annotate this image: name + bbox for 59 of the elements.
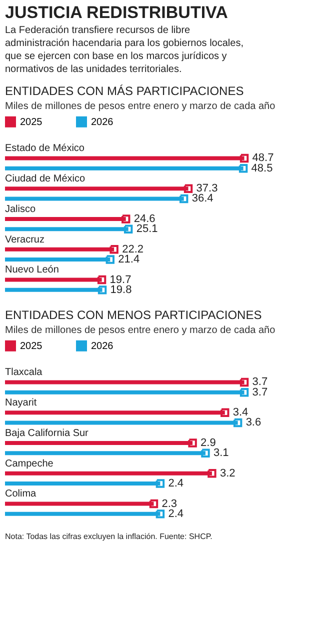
data-label: 19.8 — [110, 284, 132, 296]
data-label: 3.7 — [252, 386, 268, 398]
chart-title: ENTIDADES CON MÁS PARTICIPACIONES — [5, 84, 244, 98]
chart-subtitle: Miles de millones de pesos entre enero y marzo de cada año — [5, 325, 276, 336]
bar — [5, 288, 102, 292]
bar — [5, 247, 114, 252]
bar — [5, 390, 244, 394]
y-tick-label: Estado de México — [5, 143, 85, 154]
bar — [5, 156, 244, 160]
y-tick-label: Nayarit — [5, 397, 37, 408]
chart-subtitle: Miles de millones de pesos entre enero y marzo de cada año — [5, 101, 276, 112]
bar — [5, 227, 128, 232]
data-label: 3.7 — [252, 376, 268, 388]
data-label: 2.3 — [162, 498, 178, 510]
data-label: 22.2 — [122, 243, 144, 256]
bar — [5, 482, 160, 486]
bar — [5, 166, 244, 170]
y-tick-label: Campeche — [5, 458, 54, 470]
data-label: 25.1 — [136, 223, 158, 236]
data-label: 24.6 — [134, 213, 156, 226]
y-tick-label: Nuevo León — [5, 264, 59, 276]
chart-title: ENTIDADES CON MENOS PARTICIPACIONES — [5, 308, 262, 322]
y-tick-label: Jalisco — [5, 204, 36, 215]
bar — [5, 278, 102, 282]
bar — [5, 502, 154, 506]
bar — [5, 512, 160, 516]
data-label: 3.1 — [213, 447, 229, 460]
data-label: 48.5 — [251, 162, 273, 174]
data-label: 2.9 — [200, 437, 216, 450]
legend-label: 2025 — [20, 116, 43, 128]
data-label: 37.3 — [196, 182, 218, 195]
y-tick-label: Baja California Sur — [5, 428, 90, 439]
bar — [5, 420, 238, 425]
data-label: 2.4 — [168, 508, 184, 520]
text: JUSTICIA REDISTRIBUTIVA — [5, 3, 228, 22]
text: Nota: Todas las cifras excluyen la inflación. Fuente: SHCP. — [5, 532, 212, 541]
data-label: 3.6 — [246, 416, 262, 429]
bar — [5, 217, 126, 222]
data-label: 48.7 — [252, 152, 274, 164]
y-tick-label: Colima — [5, 488, 37, 500]
bar — [5, 410, 225, 415]
y-tick-label: Tlaxcala — [5, 367, 43, 378]
data-label: 21.4 — [118, 254, 140, 266]
bar — [5, 258, 110, 262]
data-label: 19.7 — [110, 274, 132, 286]
bar — [5, 380, 244, 384]
data-label: 3.4 — [232, 406, 248, 419]
bar — [5, 186, 188, 191]
bar — [5, 441, 193, 446]
text: La Federación transfiere recursos de libre administración hacendaria para los gobiernos locales, que se ejercen con base en los marcos jurídicos y normativos de las unidades territoriales. — [5, 25, 244, 75]
data-label: 2.4 — [168, 478, 184, 490]
y-tick-label: Ciudad de México — [5, 173, 86, 184]
data-label: 36.4 — [192, 192, 214, 205]
bar — [5, 196, 184, 201]
y-tick-label: Veracruz — [5, 234, 44, 246]
legend-label: 2025 — [20, 340, 43, 352]
data-label: 3.2 — [220, 467, 236, 480]
legend-label: 2026 — [91, 340, 114, 352]
legend-label: 2026 — [91, 116, 114, 128]
